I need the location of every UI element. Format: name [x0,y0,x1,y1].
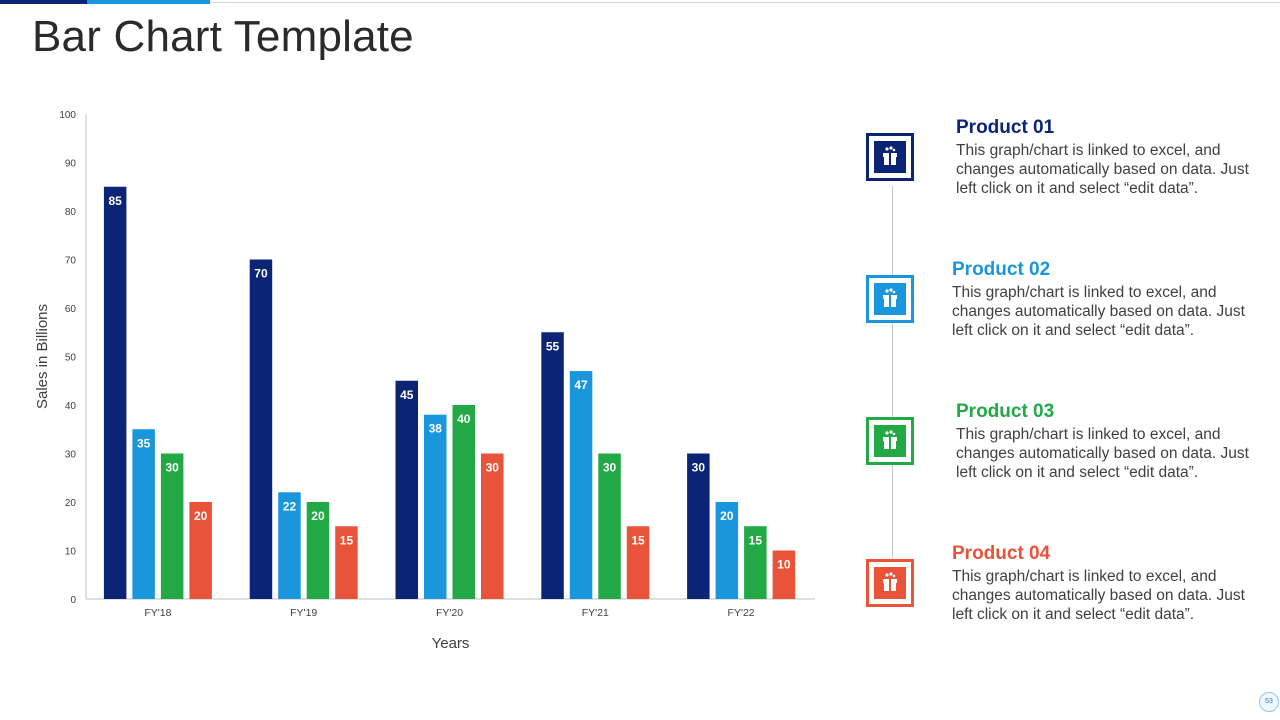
bar[interactable] [132,429,155,599]
legend-product-description: This graph/chart is linked to excel, and… [952,568,1245,623]
bar-value-label: 35 [137,436,151,450]
bar-value-label: 70 [254,267,268,281]
y-tick-label: 10 [65,547,77,558]
x-axis-title: Years [432,635,470,652]
bar[interactable] [569,371,593,599]
bar-value-label: 20 [194,509,208,523]
legend-product-description: This graph/chart is linked to excel, and… [956,142,1249,197]
bar-value-label: 20 [311,509,325,523]
bar[interactable] [335,526,358,599]
bar[interactable] [687,453,710,600]
bar[interactable] [395,380,419,599]
bar-value-label: 20 [720,509,734,523]
legend-icon-frame [866,133,914,181]
bar[interactable] [278,492,301,599]
bar[interactable] [481,453,504,600]
bar-value-label: 45 [400,388,414,402]
bar[interactable] [598,453,621,600]
y-axis-title: Sales in Billions [34,304,51,409]
y-tick-label: 50 [65,353,77,364]
x-tick-label: FY'19 [290,607,317,619]
y-tick-label: 40 [65,401,77,412]
bar[interactable] [103,186,127,599]
page-number: 53 [1259,692,1279,712]
y-tick-label: 80 [65,207,77,218]
legend-product-name: Product 04 [952,543,1051,564]
bar[interactable] [744,526,767,599]
y-tick-label: 90 [65,159,77,170]
bar[interactable] [160,453,184,600]
bar-value-label: 85 [108,194,122,208]
top-accent-segment-light [87,0,210,4]
top-accent-bar [0,0,1280,4]
bar-value-label: 10 [777,558,791,572]
legend-icon-frame [866,417,914,465]
legend-product-name: Product 01 [956,117,1055,138]
bar-value-label: 15 [340,533,354,547]
bar-value-label: 22 [283,499,297,513]
legend-product-name: Product 03 [956,401,1055,422]
x-tick-label: FY'20 [436,607,463,619]
bar[interactable] [541,332,564,599]
bar-value-label: 15 [749,533,763,547]
y-tick-label: 20 [65,498,77,509]
legend-icon-frame [866,559,914,607]
legend-item-product-4: Product 04 This graph/chart is linked to … [866,543,1266,649]
y-tick-label: 60 [65,304,77,315]
x-tick-label: FY'18 [144,607,171,619]
bar-value-label: 47 [574,378,588,392]
bar[interactable] [306,502,330,599]
gift-icon [874,141,906,173]
bar[interactable] [626,526,650,599]
bar-value-label: 30 [603,461,617,475]
bar[interactable] [189,502,212,599]
bar-chart[interactable]: 0 10 20 30 40 50 60 70 80 90 100 Sales in Billions Y… [0,0,840,680]
legend-item-product-2: Product 02 This graph/chart is linked to … [866,259,1266,365]
bar[interactable] [249,259,273,600]
gift-icon [874,567,906,599]
bar[interactable] [772,550,796,600]
legend-product-name: Product 02 [952,259,1051,280]
bar-value-label: 38 [429,422,443,436]
y-tick-label: 0 [70,595,76,606]
legend-icon-frame [866,275,914,323]
x-tick-label: FY'22 [728,607,755,619]
gift-icon [874,283,906,315]
gift-icon [874,425,906,457]
legend-product-description: This graph/chart is linked to excel, and… [956,426,1249,481]
bar[interactable] [424,414,447,599]
bar[interactable] [715,502,739,599]
x-tick-label: FY'21 [582,607,609,619]
legend-item-product-3: Product 03 This graph/chart is linked to … [866,401,1266,507]
legend-item-product-1: Product 01 This graph/chart is linked to … [866,117,1266,223]
bar-value-label: 40 [457,412,471,426]
page-title: Bar Chart Template [32,12,414,61]
y-tick-label: 100 [59,110,76,121]
y-tick-label: 30 [65,450,77,461]
top-divider-line [210,2,1280,3]
bar-value-label: 30 [165,461,179,475]
legend-connector-line [892,186,893,558]
bar-value-label: 15 [631,533,645,547]
bar-value-label: 30 [486,461,500,475]
top-accent-segment-dark [0,0,87,4]
bar[interactable] [452,405,476,599]
bar-value-label: 55 [546,339,560,353]
bar-value-label: 30 [692,461,706,475]
y-tick-label: 70 [65,256,77,267]
legend-product-description: This graph/chart is linked to excel, and… [952,284,1245,339]
